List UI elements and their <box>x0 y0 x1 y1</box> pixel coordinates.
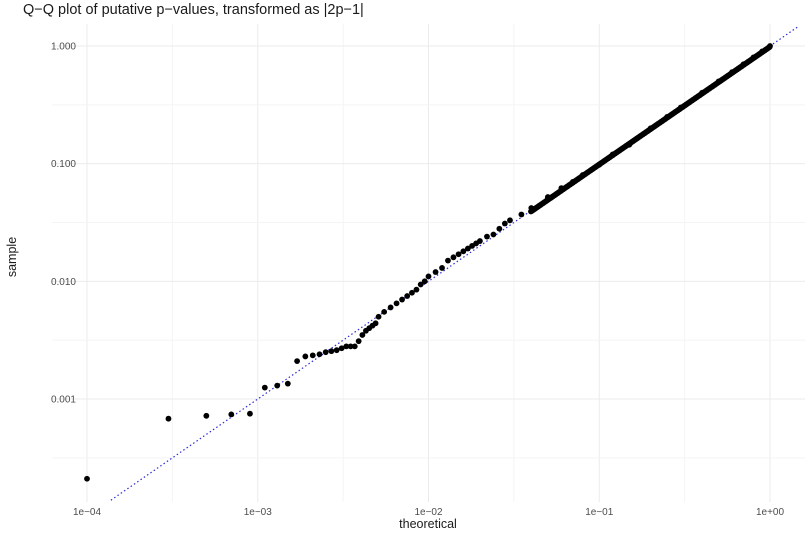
data-point <box>455 251 462 258</box>
data-point <box>393 300 400 307</box>
data-point <box>343 343 350 350</box>
data-point <box>228 411 235 418</box>
data-point <box>284 380 291 387</box>
x-axis-title: theoretical <box>399 517 457 531</box>
data-point <box>507 217 513 224</box>
data-point <box>359 332 366 338</box>
data-point <box>464 245 471 252</box>
data-point <box>399 296 405 303</box>
y-tick-label: 1.000 <box>51 42 76 53</box>
x-tick-label: 1e+00 <box>756 507 785 518</box>
data-point <box>294 358 300 364</box>
data-point <box>328 348 335 355</box>
x-tick-label: 1e−01 <box>585 507 614 518</box>
data-point <box>247 410 253 417</box>
points-group <box>84 43 773 482</box>
data-point <box>375 313 382 320</box>
data-point <box>322 349 329 356</box>
data-point <box>439 265 445 271</box>
data-point <box>316 351 323 358</box>
data-point <box>381 308 388 315</box>
data-point <box>518 211 525 218</box>
data-point <box>261 384 268 391</box>
data-point <box>425 273 432 280</box>
y-axis-title: sample <box>5 237 19 277</box>
data-point <box>302 353 309 360</box>
data-point <box>274 382 281 389</box>
x-tick-label: 1e−02 <box>414 507 443 518</box>
data-point <box>351 343 358 350</box>
data-point <box>484 233 490 240</box>
x-tick-label: 1e−04 <box>73 507 102 518</box>
data-point <box>333 347 340 354</box>
data-point <box>421 278 428 285</box>
data-point <box>387 304 394 311</box>
data-point <box>372 320 379 327</box>
x-tick-label: 1e−03 <box>244 507 273 518</box>
data-point <box>432 269 439 275</box>
y-tick-label: 0.100 <box>51 159 76 170</box>
data-point <box>496 225 503 232</box>
data-point <box>413 286 420 293</box>
y-tick-label: 0.001 <box>51 395 76 406</box>
chart-title: Q−Q plot of putative p−values, transform… <box>23 2 364 18</box>
data-point <box>347 343 354 350</box>
data-point <box>445 257 451 264</box>
data-point <box>460 248 467 255</box>
data-point <box>309 352 316 359</box>
data-point <box>450 254 457 261</box>
data-point <box>490 231 497 238</box>
data-point <box>409 289 415 296</box>
x-axis-ticks: 1e−04 1e−03 1e−02 1e−01 1e+00 <box>73 507 785 518</box>
data-point <box>404 293 411 299</box>
y-tick-label: 0.010 <box>51 277 76 288</box>
data-point <box>165 415 172 422</box>
data-point <box>338 345 345 352</box>
data-point <box>417 281 424 288</box>
y-axis-ticks: 0.001 0.010 0.100 1.000 <box>51 42 76 406</box>
data-point <box>355 338 362 345</box>
data-point <box>84 475 90 482</box>
grid <box>52 24 805 502</box>
data-point <box>501 220 508 227</box>
data-point <box>203 412 210 419</box>
data-point <box>477 238 483 244</box>
data-point <box>766 44 773 50</box>
